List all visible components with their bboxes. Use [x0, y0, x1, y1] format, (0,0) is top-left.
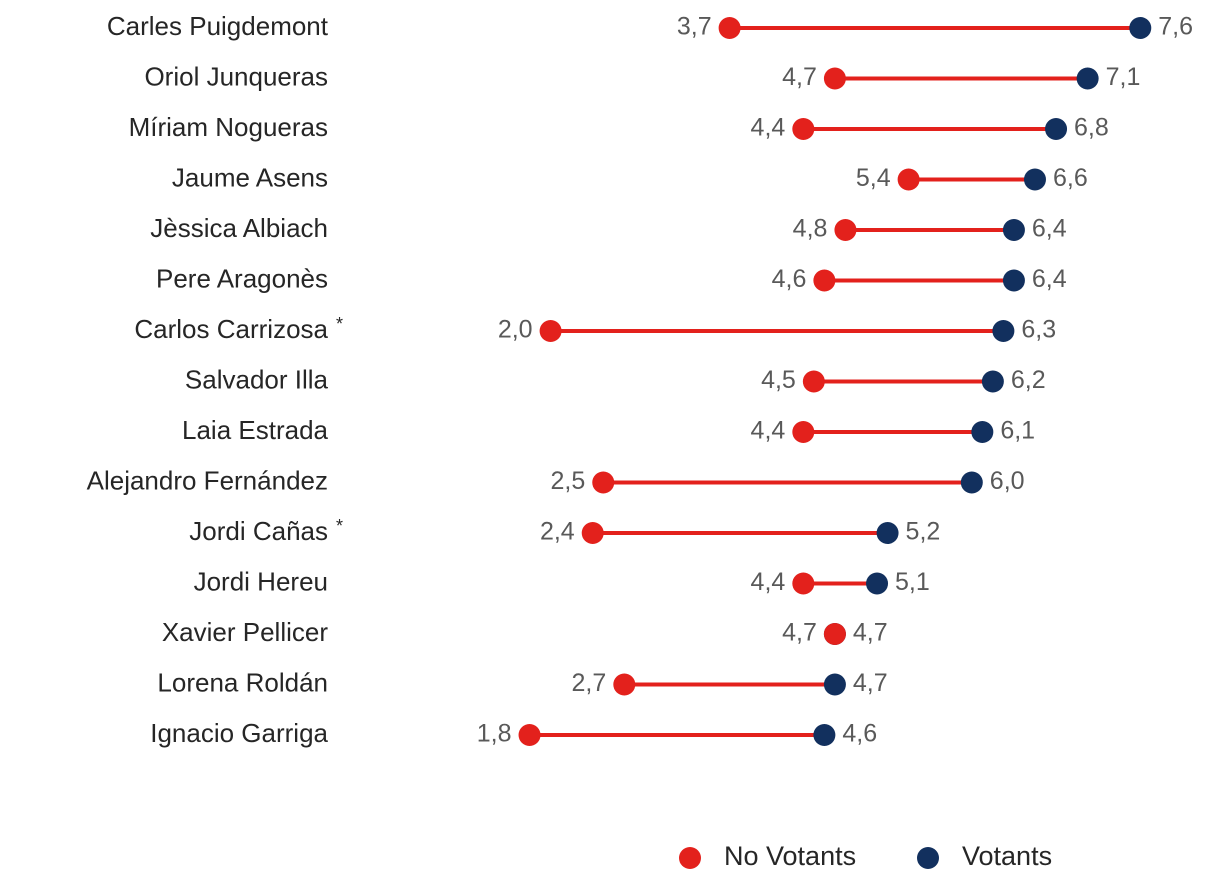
- legend-swatch: [917, 847, 939, 869]
- value-label: 6,4: [1032, 215, 1067, 243]
- category-label: Xavier Pellicer: [162, 617, 329, 647]
- value-label: 2,4: [540, 518, 575, 546]
- dot-no-votants: [792, 421, 815, 443]
- value-label: 4,7: [782, 63, 817, 91]
- dot-no-votants: [834, 219, 857, 241]
- category-label: Oriol Junqueras: [144, 61, 328, 91]
- legend-swatch: [679, 847, 701, 869]
- value-label: 5,1: [895, 568, 930, 596]
- value-label: 6,4: [1032, 265, 1067, 293]
- value-label: 7,6: [1158, 13, 1193, 41]
- dot-no-votants: [539, 320, 562, 342]
- legend-label: Votants: [962, 841, 1052, 871]
- category-label: Salvador Illa: [185, 364, 329, 394]
- value-label: 4,4: [751, 417, 786, 445]
- value-label: 4,4: [751, 114, 786, 142]
- dot-votants: [1002, 219, 1025, 241]
- dot-no-votants: [813, 269, 836, 292]
- dot-votants: [1002, 269, 1025, 292]
- dot-votants: [876, 522, 899, 544]
- dot-votants: [823, 673, 846, 696]
- value-label: 3,7: [677, 13, 712, 41]
- value-label: 5,2: [906, 518, 941, 546]
- value-label: 4,5: [761, 366, 796, 394]
- category-label: Carles Puigdemont: [107, 11, 329, 41]
- dot-no-votants: [802, 370, 825, 393]
- value-label: 4,7: [853, 619, 888, 647]
- value-label: 5,4: [856, 164, 891, 192]
- category-note: *: [336, 516, 343, 536]
- dot-votants: [1129, 17, 1152, 39]
- value-label: 4,7: [853, 669, 888, 697]
- category-label: Pere Aragonès: [156, 263, 328, 293]
- dot-no-votants: [581, 522, 604, 544]
- category-label: Míriam Nogueras: [129, 112, 328, 142]
- category-label: Jordi Cañas: [189, 516, 328, 546]
- dot-no-votants: [792, 572, 815, 595]
- category-label: Laia Estrada: [182, 415, 329, 445]
- dot-votants: [1023, 168, 1046, 191]
- value-label: 4,4: [751, 568, 786, 596]
- category-label: Carlos Carrizosa: [134, 314, 328, 344]
- value-label: 6,0: [990, 467, 1025, 495]
- value-label: 7,1: [1106, 63, 1141, 91]
- dot-votants: [971, 421, 994, 443]
- dot-no-votants: [718, 17, 741, 39]
- dot-no-votants: [897, 168, 920, 191]
- category-label: Alejandro Fernández: [87, 465, 328, 495]
- dot-no-votants: [792, 118, 815, 140]
- category-note: *: [336, 314, 343, 334]
- value-label: 4,7: [782, 619, 817, 647]
- value-label: 2,0: [498, 316, 533, 344]
- legend-label: No Votants: [724, 841, 856, 871]
- value-label: 6,3: [1021, 316, 1056, 344]
- value-label: 4,6: [842, 720, 877, 748]
- category-label: Jaume Asens: [172, 162, 328, 192]
- dot-no-votants: [613, 673, 636, 696]
- dot-votants: [813, 724, 836, 746]
- dot-no-votants: [518, 724, 541, 746]
- dot-no-votants: [823, 67, 846, 90]
- value-label: 6,6: [1053, 164, 1088, 192]
- category-label: Lorena Roldán: [157, 667, 328, 697]
- category-label: Ignacio Garriga: [150, 718, 328, 748]
- value-label: 6,1: [1000, 417, 1035, 445]
- value-label: 4,6: [772, 265, 807, 293]
- dot-no-votants: [823, 623, 846, 645]
- value-label: 4,8: [793, 215, 828, 243]
- dot-votants: [960, 471, 983, 494]
- dot-votants: [992, 320, 1015, 342]
- dot-votants: [866, 572, 889, 595]
- value-label: 2,5: [550, 467, 585, 495]
- dot-no-votants: [592, 471, 615, 494]
- dot-votants: [1076, 67, 1099, 90]
- category-label: Jordi Hereu: [194, 566, 328, 596]
- category-label: Jèssica Albiach: [150, 213, 328, 243]
- value-label: 6,8: [1074, 114, 1109, 142]
- dot-votants: [981, 370, 1004, 393]
- value-label: 1,8: [477, 720, 512, 748]
- dot-votants: [1045, 118, 1068, 140]
- value-label: 2,7: [572, 669, 607, 697]
- value-label: 6,2: [1011, 366, 1046, 394]
